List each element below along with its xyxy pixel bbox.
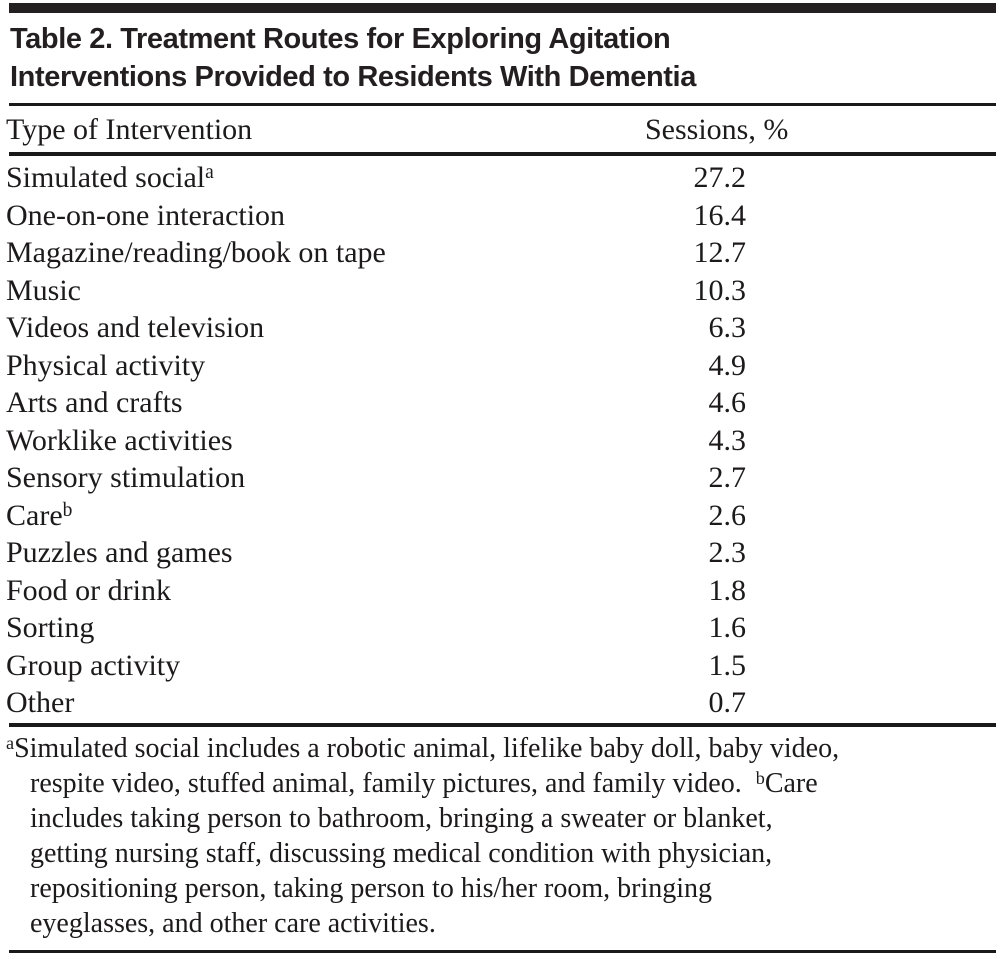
table-row: Puzzles and games 2.3 (6, 534, 1002, 572)
row-value: 10.3 (693, 273, 747, 307)
row-label-text: Sorting (6, 611, 95, 644)
row-value: 27.2 (693, 161, 747, 194)
row-label: Videos and television (6, 311, 264, 344)
rule-above-footnote (9, 723, 996, 727)
row-label-text: Sensory stimulation (6, 461, 246, 494)
table-row: Worklike activities 4.3 (6, 422, 1002, 460)
row-value: 12.7 (693, 236, 747, 269)
footnote-text: Simulated social includes a robotic anim… (14, 733, 840, 764)
footnote-line: repositioning person, taking person to h… (6, 871, 1006, 906)
row-value: 2.6 (708, 498, 747, 532)
table-row: Food or drink 1.8 (6, 572, 1002, 610)
row-label-text: Puzzles and games (6, 536, 233, 569)
row-label: Puzzles and games (6, 536, 233, 569)
row-value: 6.3 (708, 311, 747, 344)
table-row: One-on-one interaction 16.4 (6, 197, 1002, 235)
footnote-text: repositioning person, taking person to h… (30, 873, 713, 904)
table-row: Videos and television 6.3 (6, 309, 1002, 347)
row-label-text: Worklike activities (6, 423, 233, 457)
table-row: Arts and crafts 4.6 (6, 384, 1002, 422)
table-row: Careb 2.6 (6, 497, 1002, 535)
row-label: Magazine/reading/book on tape (6, 236, 386, 269)
row-label: Sensory stimulation (6, 461, 245, 494)
row-label-text: Physical activity (6, 348, 206, 382)
row-value: 1.6 (708, 611, 747, 644)
row-label-text: Music (6, 273, 81, 307)
row-value: 4.6 (708, 386, 747, 419)
row-label: Other (6, 686, 74, 719)
footnote-text: respite video, stuffed animal, family pi… (30, 768, 756, 799)
row-label: Food or drink (6, 574, 171, 607)
row-label: Careb (6, 499, 72, 532)
footnote-text: Care (764, 768, 818, 799)
row-label: One-on-one interaction (6, 199, 285, 232)
table-row: Music 10.3 (6, 272, 1002, 310)
rule-under-header (9, 152, 996, 156)
footnote-line: respite video, stuffed animal, family pi… (6, 766, 1006, 801)
row-superscript: a (205, 162, 214, 184)
table-row: Group activity 1.5 (6, 647, 1002, 685)
column-header-sessions: Sessions, % (645, 113, 789, 146)
row-label-text: Other (6, 686, 75, 719)
row-label: Simulated sociala (6, 161, 214, 194)
row-value: 1.5 (708, 648, 747, 682)
row-label: Worklike activities (6, 424, 233, 457)
footnote: aSimulated social includes a robotic ani… (6, 731, 1006, 941)
footnote-line: getting nursing staff, discussing medica… (6, 836, 1006, 871)
row-label-text: Arts and crafts (6, 386, 183, 419)
row-value: 0.7 (708, 686, 747, 719)
row-label: Sorting (6, 611, 94, 644)
footnote-line: eyeglasses, and other care activities. (6, 906, 1006, 941)
table-row: Sorting 1.6 (6, 609, 1002, 647)
footnote-text: eyeglasses, and other care activities. (30, 908, 436, 939)
table-title: Table 2. Treatment Routes for Exploring … (10, 20, 995, 96)
table-row: Simulated sociala 27.2 (6, 159, 1002, 197)
row-superscript: b (62, 499, 73, 521)
row-label-text: Videos and television (6, 311, 265, 344)
table-rows: Simulated sociala 27.2 One-on-one intera… (6, 159, 1002, 722)
footnote-text: includes taking person to bathroom, brin… (30, 803, 773, 834)
rule-bottom (9, 950, 996, 953)
row-label-text: Simulated social (6, 161, 206, 194)
row-value: 16.4 (693, 198, 747, 232)
footnote-text: getting nursing staff, discussing medica… (30, 838, 773, 869)
table-title-line-1: Table 2. Treatment Routes for Exploring … (10, 23, 671, 55)
row-label-text: Magazine/reading/book on tape (6, 236, 386, 269)
column-headers: Type of Intervention Sessions, % (6, 111, 1002, 148)
row-label-text: Food or drink (6, 573, 171, 607)
table-row: Sensory stimulation 2.7 (6, 459, 1002, 497)
row-label-text: Care (6, 498, 63, 532)
row-value: 4.3 (708, 423, 747, 457)
row-value: 4.9 (708, 348, 747, 382)
footnote-line: includes taking person to bathroom, brin… (6, 801, 1006, 836)
table-row: Other 0.7 (6, 684, 1002, 722)
footnote-superscript: a (6, 732, 15, 753)
table-row: Physical activity 4.9 (6, 347, 1002, 385)
row-label: Arts and crafts (6, 386, 183, 419)
row-label-text: Group activity (6, 648, 181, 682)
table-title-line-2: Interventions Provided to Residents With… (10, 61, 696, 93)
rule-under-title (9, 103, 996, 106)
row-value: 2.3 (708, 536, 747, 569)
row-label: Physical activity (6, 349, 205, 382)
row-label-text: One-on-one interaction (6, 198, 286, 232)
row-label: Music (6, 274, 81, 307)
footnote-line: aSimulated social includes a robotic ani… (6, 731, 1006, 766)
table-row: Magazine/reading/book on tape 12.7 (6, 234, 1002, 272)
row-label: Group activity (6, 649, 180, 682)
row-value: 2.7 (708, 461, 747, 494)
column-header-intervention: Type of Intervention (6, 113, 253, 146)
table-top-rule (9, 3, 996, 13)
footnote-superscript: b (755, 767, 765, 788)
row-value: 1.8 (708, 573, 747, 607)
